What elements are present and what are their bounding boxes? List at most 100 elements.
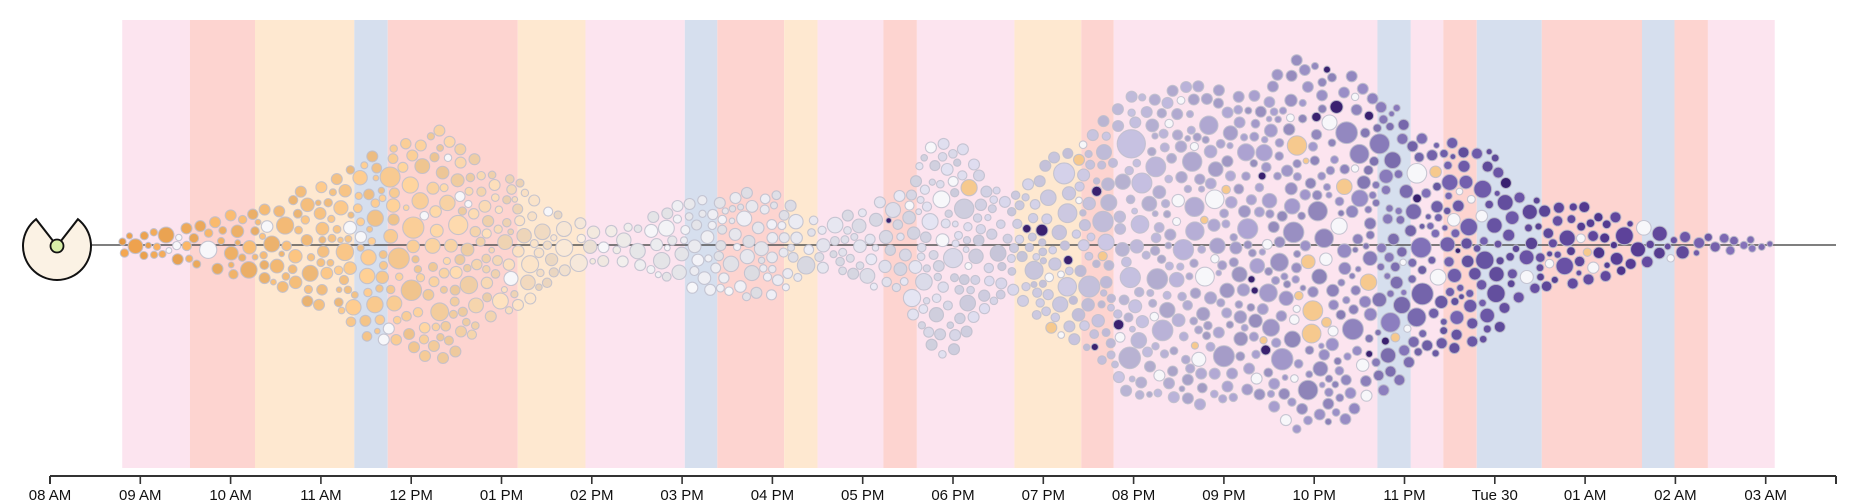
bubble-point [1599, 270, 1612, 283]
bubble-point [1322, 65, 1332, 74]
bubble-point [1466, 194, 1476, 204]
bubble-point [906, 226, 921, 240]
bubble-point [916, 252, 926, 262]
bubble-point [1609, 211, 1622, 224]
bubble-point [717, 224, 728, 235]
bubble-point [1031, 309, 1042, 320]
bubble-point [1118, 294, 1130, 306]
bubble-point [1097, 355, 1107, 365]
bubble-point [1406, 140, 1419, 153]
bubble-point [905, 189, 918, 201]
bubble-point [390, 333, 403, 346]
bubble-point [1443, 160, 1453, 171]
bubble-point [1278, 106, 1288, 115]
bubble-point [1156, 254, 1167, 264]
bubble-point [442, 256, 452, 266]
bubble-point [1250, 286, 1259, 295]
bubble-point [1492, 166, 1505, 179]
bubble-point [1128, 375, 1136, 383]
bubble-point [1071, 307, 1086, 322]
bubble-point [1002, 233, 1013, 244]
bubble-point [1478, 334, 1488, 344]
bubble-point [995, 219, 1006, 230]
bubble-point [306, 253, 316, 262]
bubble-point [1053, 162, 1076, 185]
bubble-point [1254, 182, 1265, 193]
bubble-point [139, 250, 149, 261]
bubble-point [1378, 114, 1389, 125]
bubble-point [209, 216, 222, 229]
bubble-point [1159, 142, 1170, 153]
bubble-point [488, 178, 501, 192]
bubble-point [1181, 392, 1194, 405]
bubble-point [1434, 294, 1449, 310]
bubble-point [1433, 213, 1443, 223]
bubble-point [923, 326, 935, 338]
bubble-point [1181, 151, 1203, 172]
bubble-point [768, 264, 777, 274]
bubble-point [1269, 107, 1279, 117]
bubble-point [1334, 196, 1345, 207]
bubble-point [684, 212, 694, 221]
bubble-point [1614, 226, 1634, 246]
bubble-point [1153, 222, 1165, 233]
bubble-point [1456, 283, 1465, 293]
bubble-point [1319, 252, 1333, 266]
bubble-point [704, 254, 713, 263]
bubble-point [1390, 332, 1401, 343]
clock-pie-icon[interactable] [22, 217, 92, 281]
bubble-point [873, 196, 886, 209]
bubble-point [732, 242, 742, 252]
bubble-point [254, 218, 262, 226]
bubble-point [904, 200, 915, 211]
bubble-point [920, 153, 929, 162]
bubble-point [1444, 191, 1453, 201]
bubble-point [1310, 61, 1320, 71]
bubble-point [1225, 320, 1235, 329]
bubble-point [1482, 324, 1492, 334]
bubble-point [1243, 240, 1253, 250]
bubble-point [1355, 358, 1370, 372]
bubble-point [281, 240, 292, 252]
bubble-point [741, 292, 752, 302]
bubble-point [1292, 172, 1303, 182]
bubble-point [633, 224, 643, 234]
bubble-point [1151, 319, 1174, 342]
bubble-point [528, 194, 541, 207]
bubble-point [908, 260, 923, 274]
bubble-point [1276, 210, 1288, 222]
bubble-point [1166, 152, 1178, 164]
bubble-point [1666, 254, 1675, 263]
bubble-point [957, 170, 968, 181]
bubble-point [171, 253, 184, 266]
bubble-point [478, 199, 492, 213]
bubble-point [1145, 118, 1160, 133]
bubble-point [1256, 303, 1269, 316]
bubble-point [683, 197, 696, 211]
bubble-point [1097, 250, 1108, 262]
bubble-point [1261, 192, 1278, 209]
bubble-point [1336, 243, 1352, 259]
bubble-point [1236, 283, 1251, 297]
bubble-point [350, 290, 359, 299]
bubble-point [1388, 110, 1396, 118]
bubble-point [312, 298, 326, 311]
bubble-point [948, 148, 958, 159]
bubble-point [1082, 343, 1091, 352]
bubble-point [829, 250, 838, 259]
bubble-point [1444, 286, 1456, 298]
bubble-point [1012, 218, 1023, 230]
bubble-point [1296, 402, 1309, 415]
bubble-point [327, 214, 336, 224]
x-tick-label: 03 AM [1744, 487, 1787, 503]
x-tick-label: 09 AM [119, 487, 162, 503]
bubble-point [1378, 168, 1394, 184]
bubble-point [949, 273, 960, 283]
bubble-point [1212, 345, 1235, 368]
bubble-point [1385, 121, 1395, 132]
bubble-point [902, 288, 922, 308]
bubble-point [1363, 110, 1375, 121]
x-tick-label: 02 AM [1654, 487, 1697, 503]
bubble-point [1174, 140, 1188, 153]
bubble-point [1195, 367, 1208, 380]
